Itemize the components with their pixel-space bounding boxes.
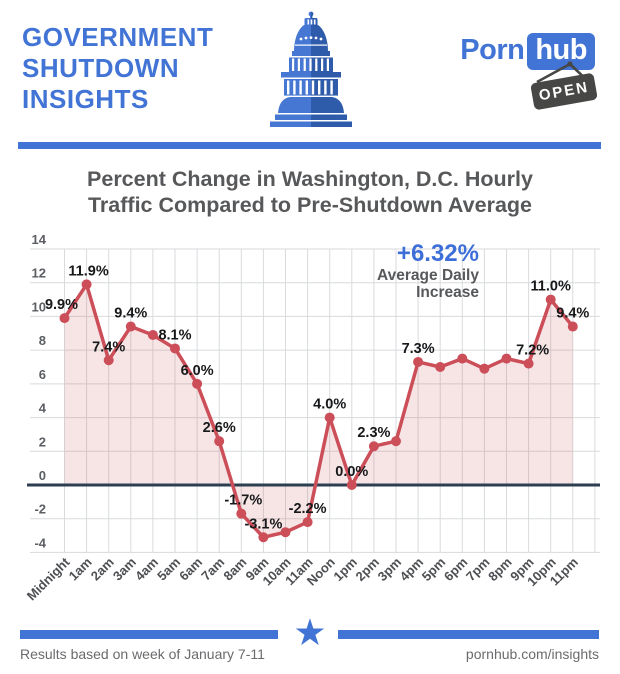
annotation-line1: Average Daily: [377, 267, 479, 284]
data-point: [346, 480, 357, 490]
chart-title-line1: Percent Change in Washington, D.C. Hourl…: [87, 167, 533, 191]
data-point-label: 2.3%: [357, 425, 390, 441]
area-fill: [64, 284, 573, 538]
data-point: [324, 412, 335, 423]
footer-bar-right: [338, 630, 599, 639]
data-point-label: 11.0%: [531, 279, 571, 295]
data-point: [479, 363, 490, 374]
data-point: [457, 353, 468, 364]
footer-site-link: pornhub.com/insights: [465, 646, 599, 662]
capitol-building-icon: [270, 11, 352, 127]
y-tick-label: 10: [32, 299, 46, 314]
data-point-label: 8.1%: [158, 327, 191, 343]
header-title-line3: INSIGHTS: [22, 84, 149, 114]
data-point-label: 9.4%: [114, 306, 147, 322]
header-title-line2: SHUTDOWN: [22, 53, 180, 83]
data-point: [59, 313, 70, 324]
data-point-label: 7.2%: [516, 343, 549, 359]
data-point: [545, 294, 556, 305]
data-point: [258, 532, 269, 543]
data-point: [368, 441, 379, 452]
data-point-label: 7.4%: [92, 339, 125, 355]
data-point: [280, 527, 291, 538]
data-point: [567, 321, 578, 332]
y-tick-label: 4: [39, 401, 47, 416]
brand-word: Porn: [460, 34, 525, 66]
brand-logo: Porn hub: [460, 33, 595, 70]
data-point-label: 9.4%: [556, 306, 589, 322]
annotation-line2: Increase: [416, 284, 479, 301]
data-point: [81, 279, 92, 290]
header-title: GOVERNMENT SHUTDOWN INSIGHTS: [22, 22, 213, 115]
x-tick-label: Midnight: [24, 554, 73, 603]
data-point-label: -1.7%: [224, 493, 262, 509]
data-point-label: 7.3%: [402, 341, 435, 357]
y-tick-label: 0: [39, 468, 46, 483]
annotation-headline: +6.32%: [397, 240, 479, 267]
y-tick-label: 8: [39, 333, 46, 348]
header-divider-bar: [18, 142, 601, 149]
data-point: [302, 517, 313, 528]
traffic-line-chart: 14 12 10 8 6 4 2 0 -2 -4 9.9% 11.9% 7.4% 9.4% 8.1% 6.0%…: [24, 232, 600, 603]
data-point-label: 6.0%: [181, 363, 214, 379]
data-point: [103, 355, 114, 366]
data-point-label: 11.9%: [68, 263, 108, 279]
data-point: [170, 343, 180, 354]
footer-note: Results based on week of January 7-11: [20, 646, 265, 662]
y-tick-label: -2: [34, 502, 46, 517]
star-icon: ★: [293, 612, 327, 653]
header-title-line1: GOVERNMENT: [22, 22, 214, 52]
y-tick-label: 6: [39, 367, 46, 382]
data-point-label: 2.6%: [203, 420, 236, 436]
y-tick-label: 14: [32, 232, 47, 247]
data-point: [413, 356, 424, 367]
data-point-label: -3.1%: [244, 516, 282, 532]
data-point-label: -2.2%: [289, 501, 327, 517]
data-point: [523, 358, 534, 369]
footer-bar-left: [20, 630, 278, 639]
data-point: [214, 436, 225, 447]
y-tick-label: -4: [34, 535, 46, 550]
data-point: [501, 353, 512, 364]
chart-title-line2: Traffic Compared to Pre-Shutdown Average: [87, 193, 532, 217]
y-tick-label: 12: [32, 266, 46, 281]
data-point: [236, 508, 247, 519]
open-sign-label: OPEN: [537, 78, 591, 105]
brand-hub-box: hub: [527, 33, 595, 70]
data-point: [125, 321, 136, 332]
y-tick-label: 2: [39, 434, 46, 449]
data-point-label: 9.9%: [45, 297, 78, 313]
data-point: [192, 378, 203, 389]
data-point: [435, 362, 446, 373]
data-point: [147, 329, 158, 340]
data-point-label: 0.0%: [335, 464, 368, 480]
chart-title: Percent Change in Washington, D.C. Hourl…: [0, 166, 620, 218]
data-point: [391, 436, 401, 447]
data-point-label: 4.0%: [313, 397, 346, 413]
